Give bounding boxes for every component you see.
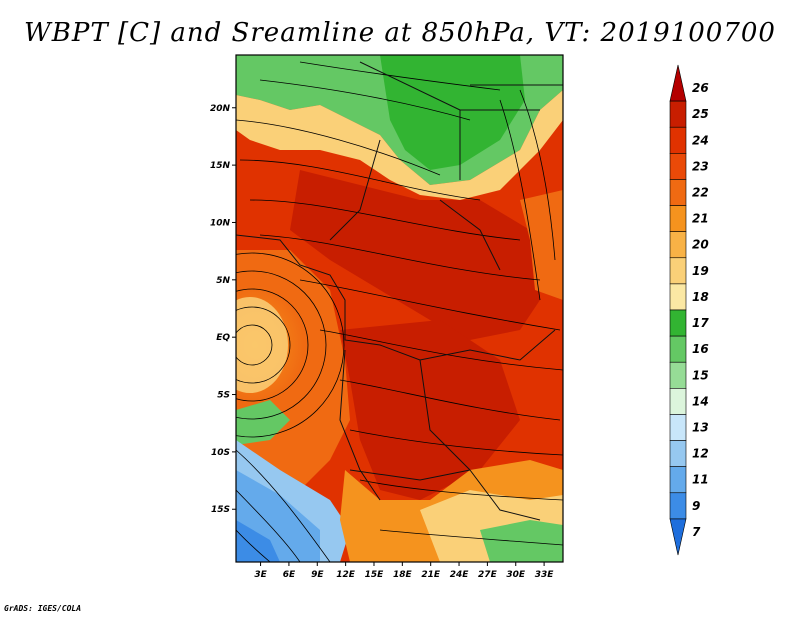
- lon-tick-label: 30E: [506, 570, 526, 580]
- lon-tick-label: 12E: [336, 570, 356, 580]
- lat-tick-label: 20N: [210, 104, 231, 114]
- colorbar-swatch: [670, 153, 686, 179]
- longitude-axis: 3E 6E 9E 12E 15E 18E 21E 24E 27E 30E 33E: [254, 562, 554, 580]
- colorbar-swatch: [670, 232, 686, 258]
- lat-tick-label: EQ: [216, 333, 230, 343]
- colorbar-label: 26: [692, 81, 709, 95]
- colorbar-swatch: [670, 414, 686, 440]
- colorbar-label: 22: [692, 186, 709, 200]
- colorbar-label: 24: [692, 133, 709, 147]
- footer-credit: GrADS: IGES/COLA: [4, 604, 81, 613]
- colorbar-label: 11: [692, 473, 709, 487]
- colorbar-label: 16: [692, 342, 709, 356]
- colorbar-swatch: [670, 127, 686, 153]
- colorbar-label: 14: [692, 394, 709, 408]
- colorbar-swatch: [670, 179, 686, 205]
- lon-tick-label: 24E: [450, 570, 470, 580]
- colorbar-label: 17: [692, 316, 709, 330]
- latitude-axis: 20N 15N 10N 5N EQ 5S 10S 15S: [210, 104, 236, 515]
- lat-tick-label: 10N: [210, 218, 231, 228]
- colorbar-label: 19: [692, 264, 709, 278]
- colorbar-swatch: [670, 310, 686, 336]
- lon-tick-label: 21E: [421, 570, 441, 580]
- lon-tick-label: 18E: [393, 570, 413, 580]
- lat-tick-label: 10S: [211, 448, 230, 458]
- colorbar-label: 23: [692, 159, 709, 173]
- colorbar-label: 20: [692, 238, 709, 252]
- colorbar-swatch: [670, 467, 686, 493]
- colorbar-label: 7: [692, 525, 701, 539]
- lat-tick-label: 5S: [217, 391, 230, 401]
- colorbar-label: 15: [692, 368, 709, 382]
- lat-tick-label: 15S: [211, 505, 230, 515]
- lon-tick-label: 3E: [254, 570, 267, 580]
- colorbar-label: 25: [692, 107, 709, 121]
- colorbar-label: 12: [692, 447, 709, 461]
- colorbar-swatch: [670, 101, 686, 127]
- colorbar-label: 18: [692, 290, 709, 304]
- colorbar-swatch: [670, 336, 686, 362]
- lon-tick-label: 33E: [535, 570, 555, 580]
- colorbar-swatch: [670, 362, 686, 388]
- lat-tick-label: 15N: [210, 161, 231, 171]
- colorbar-swatch: [670, 65, 686, 101]
- colorbar-swatch: [670, 258, 686, 284]
- lon-tick-label: 27E: [478, 570, 498, 580]
- colorbar-swatch: [670, 441, 686, 467]
- lon-tick-label: 15E: [365, 570, 385, 580]
- colorbar-swatch: [670, 519, 686, 555]
- colorbar-swatch: [670, 388, 686, 414]
- lon-tick-label: 9E: [311, 570, 324, 580]
- colorbar-label: 21: [692, 212, 709, 226]
- colorbar: 26 25 24 23 22 21 20 19 18 17 16 15 14 13 12 11 9 7: [670, 65, 709, 555]
- lon-tick-label: 6E: [283, 570, 296, 580]
- colorbar-swatch: [670, 284, 686, 310]
- colorbar-label: 13: [692, 421, 709, 435]
- map-figure: 20N 15N 10N 5N EQ 5S 10S 15S 3E 6E 9E 12E 15E 18E 21E…: [0, 0, 800, 618]
- colorbar-label: 9: [692, 499, 700, 513]
- lat-tick-label: 5N: [216, 276, 230, 286]
- colorbar-swatch: [670, 493, 686, 519]
- colorbar-swatch: [670, 206, 686, 232]
